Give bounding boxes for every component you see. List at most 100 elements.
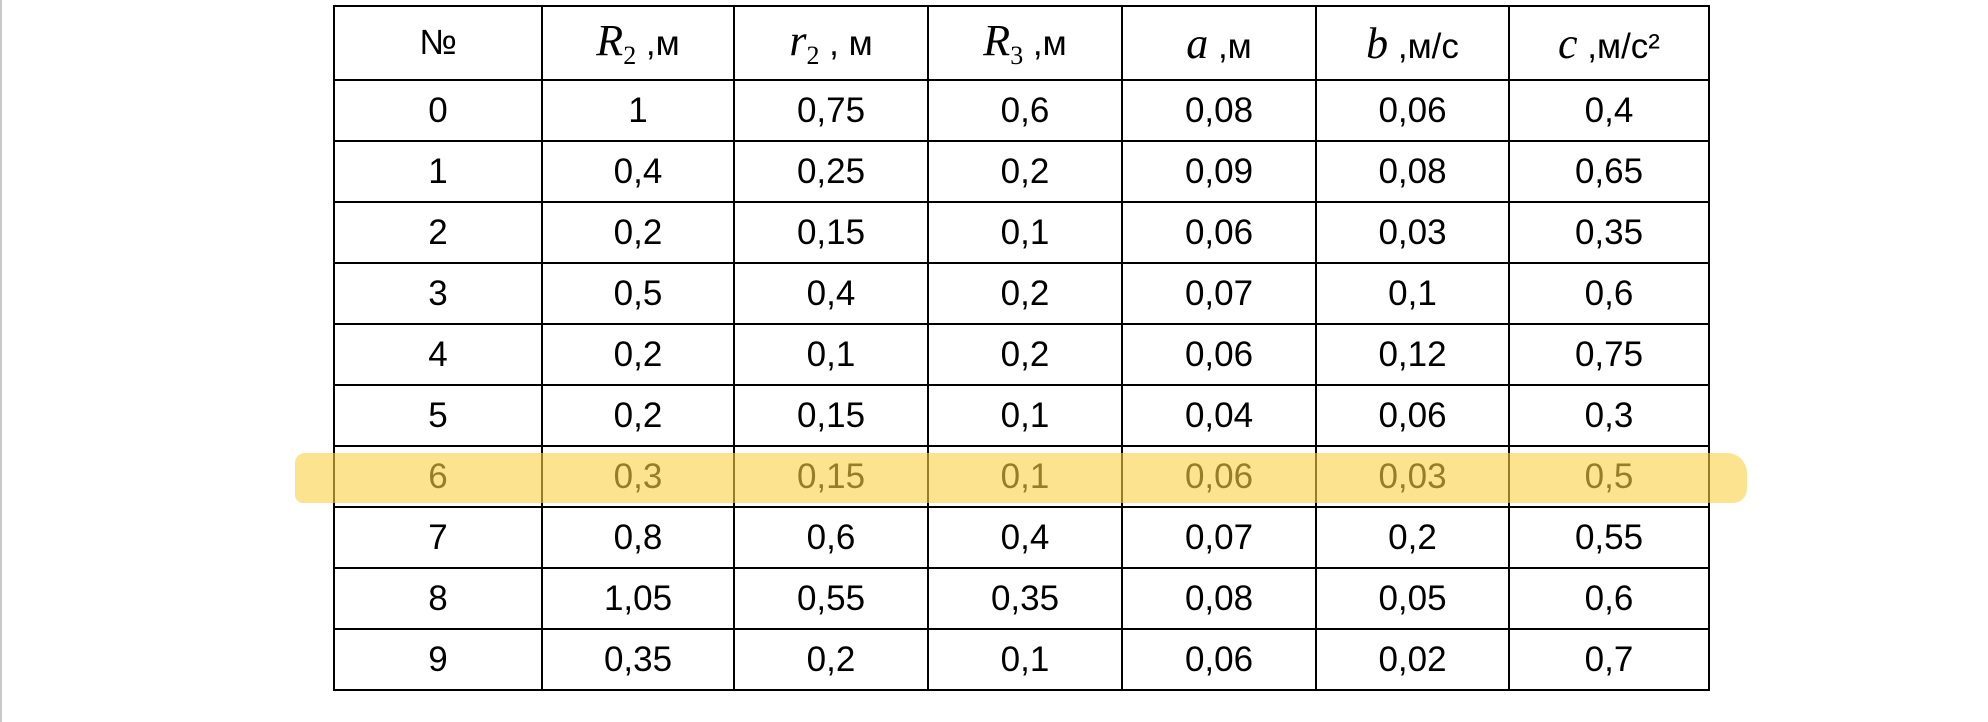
table-cell: 0,35 bbox=[927, 567, 1123, 630]
table-cell: 0 bbox=[333, 79, 543, 142]
table-cell: 0,5 bbox=[1508, 445, 1710, 508]
table-cell: 0,15 bbox=[733, 201, 929, 264]
table-cell: 0,2 bbox=[927, 323, 1123, 386]
table-cell: 0,2 bbox=[733, 628, 929, 691]
table-cell: 0,4 bbox=[541, 140, 735, 203]
table-cell: 0,06 bbox=[1315, 384, 1510, 447]
table-cell: 0,7 bbox=[1508, 628, 1710, 691]
header-cell: R3 ,м bbox=[927, 5, 1123, 81]
header-unit: ,м bbox=[1208, 26, 1252, 66]
table-cell: 0,5 bbox=[541, 262, 735, 325]
table-cell: 0,1 bbox=[927, 201, 1123, 264]
table-cell: 0,55 bbox=[733, 567, 929, 630]
table-cell: 5 bbox=[333, 384, 543, 447]
header-cell: r2 , м bbox=[733, 5, 929, 81]
header-row: № R2 ,м r2 , м R3 ,м a ,м b ,м/с c ,м/с² bbox=[333, 5, 1710, 81]
table-row: 5 0,2 0,15 0,1 0,04 0,06 0,3 bbox=[333, 384, 1710, 447]
table-row: 3 0,5 0,4 0,2 0,07 0,1 0,6 bbox=[333, 262, 1710, 325]
table-cell: 0,4 bbox=[733, 262, 929, 325]
table-cell: 0,06 bbox=[1121, 201, 1317, 264]
table-cell: 0,35 bbox=[1508, 201, 1710, 264]
table-cell: 0,12 bbox=[1315, 323, 1510, 386]
table-cell: 3 bbox=[333, 262, 543, 325]
table-cell: 0,06 bbox=[1121, 323, 1317, 386]
table-cell: 0,6 bbox=[733, 506, 929, 569]
header-unit: ,м/с bbox=[1388, 26, 1459, 66]
table-cell: 0,1 bbox=[927, 628, 1123, 691]
table-cell: 1,05 bbox=[541, 567, 735, 630]
table-cell: 0,02 bbox=[1315, 628, 1510, 691]
table-cell: 0,75 bbox=[733, 79, 929, 142]
header-subscript: 2 bbox=[623, 41, 637, 70]
page-edge bbox=[0, 0, 2, 722]
table-row: 7 0,8 0,6 0,4 0,07 0,2 0,55 bbox=[333, 506, 1710, 569]
table-cell: 0,8 bbox=[541, 506, 735, 569]
table-cell: 0,2 bbox=[927, 262, 1123, 325]
table-cell: 0,4 bbox=[927, 506, 1123, 569]
table-row: 0 1 0,75 0,6 0,08 0,06 0,4 bbox=[333, 79, 1710, 142]
table-row: 6 0,3 0,15 0,1 0,06 0,03 0,5 bbox=[333, 445, 1710, 508]
header-unit: , м bbox=[819, 24, 873, 63]
header-symbol: R bbox=[596, 16, 624, 65]
table-cell: 0,04 bbox=[1121, 384, 1317, 447]
header-cell: b ,м/с bbox=[1315, 5, 1510, 81]
table-cell: 0,35 bbox=[541, 628, 735, 691]
table-cell: 0,6 bbox=[1508, 262, 1710, 325]
table-cell: 0,06 bbox=[1121, 445, 1317, 508]
header-subscript: 2 bbox=[806, 41, 820, 70]
table-cell: 0,08 bbox=[1315, 140, 1510, 203]
header-subscript: 3 bbox=[1010, 41, 1024, 70]
table-cell: 0,06 bbox=[1121, 628, 1317, 691]
table-cell: 0,06 bbox=[1315, 79, 1510, 142]
table-cell: 0,03 bbox=[1315, 445, 1510, 508]
table-row: 4 0,2 0,1 0,2 0,06 0,12 0,75 bbox=[333, 323, 1710, 386]
table-cell: 6 bbox=[333, 445, 543, 508]
header-unit: ,м bbox=[636, 24, 680, 63]
table-cell: 2 bbox=[333, 201, 543, 264]
table-cell: 0,1 bbox=[1315, 262, 1510, 325]
table-cell: 7 bbox=[333, 506, 543, 569]
table-cell: 0,2 bbox=[541, 201, 735, 264]
table-cell: 0,03 bbox=[1315, 201, 1510, 264]
table-cell: 0,6 bbox=[927, 79, 1123, 142]
table-cell: 0,15 bbox=[733, 384, 929, 447]
table-cell: 0,07 bbox=[1121, 262, 1317, 325]
table-row: 2 0,2 0,15 0,1 0,06 0,03 0,35 bbox=[333, 201, 1710, 264]
table-cell: 0,65 bbox=[1508, 140, 1710, 203]
table-row: 1 0,4 0,25 0,2 0,09 0,08 0,65 bbox=[333, 140, 1710, 203]
header-cell: R2 ,м bbox=[541, 5, 735, 81]
table-cell: 0,1 bbox=[927, 384, 1123, 447]
table-cell: 0,1 bbox=[927, 445, 1123, 508]
header-symbol: R bbox=[983, 16, 1011, 65]
table-cell: 8 bbox=[333, 567, 543, 630]
table-cell: 0,2 bbox=[541, 323, 735, 386]
table-cell: 0,2 bbox=[541, 384, 735, 447]
table-cell: 0,55 bbox=[1508, 506, 1710, 569]
table-cell: 0,08 bbox=[1121, 79, 1317, 142]
table-cell: 0,09 bbox=[1121, 140, 1317, 203]
table-cell: 9 bbox=[333, 628, 543, 691]
table-cell: 1 bbox=[333, 140, 543, 203]
header-unit: ,м/с² bbox=[1577, 26, 1660, 66]
table-row: 8 1,05 0,55 0,35 0,08 0,05 0,6 bbox=[333, 567, 1710, 630]
table-cell: 0,6 bbox=[1508, 567, 1710, 630]
header-symbol: b bbox=[1366, 18, 1389, 68]
table-cell: 1 bbox=[541, 79, 735, 142]
header-symbol: r bbox=[789, 16, 807, 65]
header-symbol: c bbox=[1558, 18, 1578, 68]
table-cell: 0,2 bbox=[927, 140, 1123, 203]
table-row: 9 0,35 0,2 0,1 0,06 0,02 0,7 bbox=[333, 628, 1710, 691]
table-cell: 0,08 bbox=[1121, 567, 1317, 630]
table-cell: 0,75 bbox=[1508, 323, 1710, 386]
header-cell: c ,м/с² bbox=[1508, 5, 1710, 81]
table-cell: 0,2 bbox=[1315, 506, 1510, 569]
header-unit: ,м bbox=[1023, 24, 1067, 63]
table-cell: 0,05 bbox=[1315, 567, 1510, 630]
header-cell: a ,м bbox=[1121, 5, 1317, 81]
table-body: 0 1 0,75 0,6 0,08 0,06 0,4 1 0,4 0,25 0,2 0,09 0,08 0… bbox=[333, 79, 1710, 691]
header-cell: № bbox=[333, 5, 543, 81]
table-cell: 0,07 bbox=[1121, 506, 1317, 569]
table-cell: 0,3 bbox=[1508, 384, 1710, 447]
